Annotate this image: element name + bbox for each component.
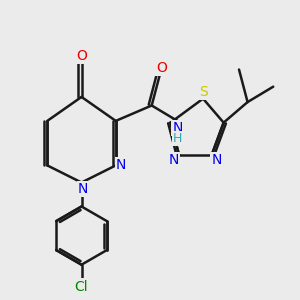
Text: Cl: Cl: [75, 280, 88, 294]
Text: N: N: [172, 121, 183, 135]
Text: O: O: [157, 61, 167, 75]
Text: N: N: [212, 153, 222, 167]
Text: N: N: [116, 158, 126, 172]
Text: S: S: [199, 85, 207, 99]
Text: N: N: [78, 182, 88, 196]
Text: O: O: [76, 49, 87, 63]
Text: N: N: [169, 153, 179, 167]
Text: H: H: [173, 131, 182, 145]
